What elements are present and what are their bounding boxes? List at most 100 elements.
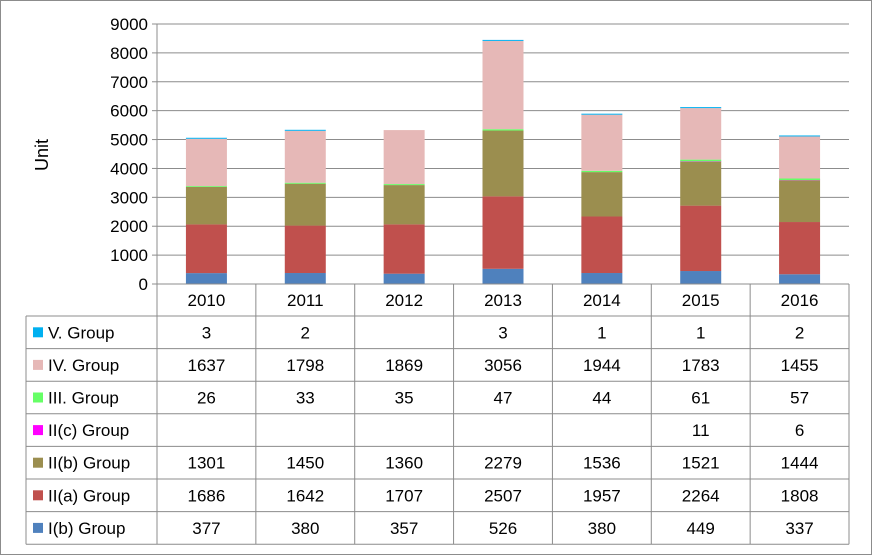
y-tick-label: 4000 <box>110 159 148 178</box>
data-table-value: 1642 <box>286 486 324 505</box>
data-table-value: 6 <box>795 421 804 440</box>
bar-segment <box>680 107 722 109</box>
data-table-value: 2264 <box>682 486 720 505</box>
bar-segment <box>779 274 821 284</box>
bar-segment <box>680 159 722 162</box>
bar-segment <box>284 130 326 183</box>
x-category-label: 2013 <box>484 291 522 310</box>
y-tick-label: 9000 <box>110 15 148 34</box>
bar-segment <box>779 180 821 223</box>
data-table-value: 2279 <box>484 454 522 473</box>
bar-segment <box>680 161 722 206</box>
data-table-value: 1360 <box>385 454 423 473</box>
legend-label: V. Group <box>48 323 114 342</box>
data-table-value: 357 <box>390 519 418 538</box>
data-table-value: 1707 <box>385 486 423 505</box>
legend-key <box>33 490 43 501</box>
bar-segment <box>185 186 227 225</box>
bar-segment <box>185 224 227 274</box>
y-tick-label: 2000 <box>110 217 148 236</box>
legend-label: IV. Group <box>48 356 119 375</box>
data-table-value: 1686 <box>188 486 226 505</box>
bar-segment <box>185 137 227 139</box>
bar-segment <box>482 130 524 197</box>
data-table-value: 1450 <box>286 454 324 473</box>
bar-segment <box>680 271 722 284</box>
data-table-value: 47 <box>494 389 513 408</box>
data-table-value: 377 <box>192 519 220 538</box>
bar-segment <box>284 225 326 274</box>
bar-segment <box>284 129 326 131</box>
y-tick-label: 3000 <box>110 188 148 207</box>
bar-segment <box>581 170 623 173</box>
data-table: 2010 2011 2012 2013 2014 2015 2016 V. Group 3 2 3 1… <box>25 283 850 545</box>
bar-segment <box>482 196 524 269</box>
y-axis: 0 1000 2000 3000 4000 5000 6000 7000 8000 9000 <box>110 15 158 294</box>
bar-segment <box>185 185 227 187</box>
data-table-value: 2 <box>301 323 310 342</box>
y-tick-label: 0 <box>139 275 148 294</box>
bar-segment <box>581 216 623 274</box>
bar-segment <box>383 185 425 225</box>
data-table-value: 33 <box>296 389 315 408</box>
data-table-value: 1455 <box>781 356 819 375</box>
data-table-value: 526 <box>489 519 517 538</box>
data-table-value: 61 <box>691 389 710 408</box>
legend-label: I(b) Group <box>48 519 125 538</box>
data-table-value: 380 <box>291 519 319 538</box>
data-table-value: 1637 <box>188 356 226 375</box>
legend-key <box>33 327 43 338</box>
data-table-value: 11 <box>692 421 710 440</box>
data-table-value: 2 <box>795 323 804 342</box>
y-axis-label: Unit <box>32 139 52 171</box>
data-table-value: 1 <box>696 323 705 342</box>
legend-label: II(a) Group <box>48 486 130 505</box>
x-category-label: 2016 <box>781 291 819 310</box>
data-table-value: 1444 <box>781 454 819 473</box>
data-table-value: 1957 <box>583 486 621 505</box>
bar-segment <box>482 39 524 41</box>
y-tick-label: 1000 <box>110 246 148 265</box>
legend-key <box>33 457 43 468</box>
legend-label: II(b) Group <box>48 454 130 473</box>
data-table-value: 26 <box>197 389 216 408</box>
x-category-label: 2010 <box>188 291 226 310</box>
y-tick-label: 5000 <box>110 131 148 150</box>
bar-segment <box>581 273 623 284</box>
legend-key <box>33 392 43 403</box>
data-table-value: 3056 <box>484 356 522 375</box>
y-tick-label: 7000 <box>110 73 148 92</box>
bar-segment <box>284 273 326 284</box>
bar-segment <box>482 129 524 131</box>
bar-segment <box>383 273 425 284</box>
data-table-value: 1944 <box>583 356 621 375</box>
data-table-value: 1301 <box>188 454 226 473</box>
bars <box>185 39 821 284</box>
bar-segment <box>482 268 524 284</box>
bar-segment <box>185 138 227 187</box>
data-table-value: 35 <box>395 389 414 408</box>
data-table-value: 1536 <box>583 454 621 473</box>
data-table-value: 1798 <box>286 356 324 375</box>
bar-segment <box>680 108 722 160</box>
y-tick-label: 6000 <box>110 102 148 121</box>
data-table-value: 337 <box>785 519 813 538</box>
bar-segment <box>779 136 821 179</box>
bar-segment <box>581 114 623 171</box>
bar-segment <box>185 273 227 284</box>
data-table-value: 2507 <box>484 486 522 505</box>
data-table-value: 1521 <box>682 454 720 473</box>
data-table-value: 3 <box>202 323 211 342</box>
data-table-value: 44 <box>592 389 611 408</box>
bar-segment <box>779 222 821 275</box>
legend-key <box>33 425 43 436</box>
bar-segment <box>383 224 425 274</box>
data-table-value: 57 <box>790 389 809 408</box>
x-category-label: 2011 <box>287 291 324 310</box>
x-category-label: 2014 <box>583 291 621 310</box>
bar-segment <box>284 183 326 226</box>
data-table-value: 1 <box>597 323 606 342</box>
x-category-label: 2015 <box>682 291 720 310</box>
